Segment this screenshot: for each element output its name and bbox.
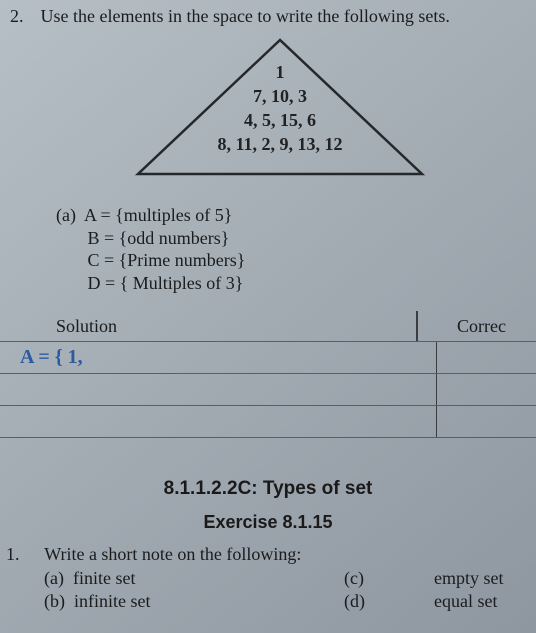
question-text: Use the elements in the space to write t…	[41, 6, 450, 26]
list-item: (b) infinite set	[44, 590, 344, 613]
solution-heading-right: Correc	[416, 316, 506, 337]
page: 2. Use the elements in the space to writ…	[0, 0, 536, 633]
set-line-1: B = {odd numbers}	[88, 228, 230, 248]
list-item: (c)	[344, 567, 404, 590]
handwritten-answer: A = { 1,	[20, 346, 83, 369]
set-line-2: C = {Prime numbers}	[88, 250, 246, 270]
table-divider	[416, 311, 418, 341]
solution-table: Solution Correc A = { 1,	[0, 316, 536, 438]
triangle-row-3: 8, 11, 2, 9, 13, 12	[217, 134, 342, 154]
triangle-diagram: 1 7, 10, 3 4, 5, 15, 6 8, 11, 2, 9, 13, …	[130, 32, 430, 182]
section-code-heading: 8.1.1.2.2C: Types of set	[0, 478, 536, 500]
triangle-row-0: 1	[276, 62, 285, 82]
list-item: (a) finite set	[44, 567, 344, 590]
exercise-heading: Exercise 8.1.15	[0, 512, 536, 533]
list-item: (d)	[344, 590, 404, 613]
triangle-row-1: 7, 10, 3	[253, 86, 307, 106]
set-line-0: A = {multiples of 5}	[84, 205, 232, 225]
triangle-row-2: 4, 5, 15, 6	[244, 110, 316, 130]
list-item: equal set	[434, 590, 516, 613]
table-row: A = { 1,	[0, 341, 536, 373]
q2-text: Write a short note on the following:	[44, 544, 301, 564]
question-line: 2. Use the elements in the space to writ…	[10, 6, 526, 27]
solution-heading-left: Solution	[56, 316, 416, 337]
set-line-3: D = { Multiples of 3}	[88, 273, 244, 293]
question-number: 2.	[10, 6, 36, 27]
sets-label: (a)	[56, 205, 76, 225]
table-row	[0, 373, 536, 405]
list-item: empty set	[434, 567, 516, 590]
table-row	[0, 405, 536, 438]
sets-definitions: (a) A = {multiples of 5} B = {odd number…	[56, 204, 245, 294]
exercise-question: 1. Write a short note on the following: …	[0, 544, 516, 614]
q2-number: 1.	[6, 544, 40, 565]
